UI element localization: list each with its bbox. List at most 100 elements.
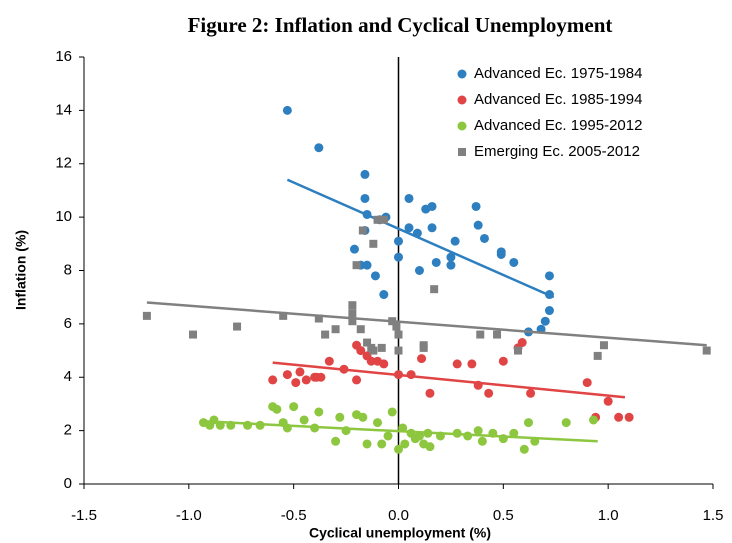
point [561, 418, 571, 428]
y-tick-label: 0 [64, 475, 72, 492]
y-tick-label: 2 [64, 422, 72, 439]
point [496, 249, 506, 259]
point [379, 290, 389, 300]
point [427, 223, 437, 233]
y-tick-label: 16 [55, 48, 72, 65]
point [379, 359, 389, 369]
point [414, 431, 424, 441]
point [356, 346, 366, 356]
point [493, 330, 502, 339]
point [417, 354, 427, 364]
x-tick-label: -1.5 [71, 507, 97, 524]
y-tick-label: 12 [55, 155, 72, 172]
point [352, 261, 361, 270]
point [312, 372, 322, 382]
point [352, 375, 362, 385]
point [446, 260, 456, 270]
point [358, 226, 367, 235]
y-axis-label: Inflation (%) [13, 230, 29, 310]
point [291, 378, 301, 388]
point [379, 215, 388, 224]
point [282, 105, 292, 115]
y-tick-label: 4 [64, 368, 72, 385]
point [702, 346, 711, 355]
point [392, 322, 401, 331]
point [189, 330, 198, 339]
trend-line [272, 361, 626, 399]
point [360, 193, 370, 203]
point [373, 418, 383, 428]
point [479, 233, 489, 243]
legend-marker [457, 121, 467, 131]
point [540, 316, 550, 326]
point [272, 404, 282, 414]
point [324, 356, 334, 366]
point [349, 244, 359, 254]
point [544, 271, 554, 281]
point [363, 338, 372, 347]
point [477, 436, 487, 446]
point [476, 330, 485, 339]
point [282, 370, 292, 380]
point [624, 412, 634, 422]
chart-title: Figure 2: Inflation and Cyclical Unemplo… [188, 13, 613, 37]
trend-line [146, 301, 707, 347]
point [471, 201, 481, 211]
point [314, 314, 323, 323]
point [366, 356, 376, 366]
point [348, 301, 357, 310]
point [362, 439, 372, 449]
point [387, 407, 397, 417]
legend-label: Advanced Ec. 1975-1984 [474, 65, 642, 82]
point [588, 415, 598, 425]
legend-label: Advanced Ec. 1985-1994 [474, 91, 642, 108]
point [289, 402, 299, 412]
point [356, 325, 365, 334]
point [400, 439, 410, 449]
point [373, 215, 382, 224]
x-tick-label: -1.0 [176, 507, 202, 524]
point [425, 388, 435, 398]
point [467, 359, 477, 369]
point [321, 330, 330, 339]
point [369, 346, 378, 355]
point [498, 356, 508, 366]
point [331, 436, 341, 446]
x-tick-label: -0.5 [281, 507, 307, 524]
point [362, 260, 372, 270]
point [473, 220, 483, 230]
point [446, 252, 456, 262]
y-tick-label: 8 [64, 261, 72, 278]
point [421, 204, 431, 214]
point [314, 143, 324, 153]
point [394, 236, 403, 246]
point [299, 415, 309, 425]
y-tick-label: 14 [55, 101, 72, 118]
point [314, 407, 324, 417]
point [394, 444, 403, 454]
point [599, 341, 608, 350]
point [593, 351, 602, 360]
point [233, 322, 242, 331]
point [377, 439, 387, 449]
point [419, 343, 428, 352]
point [452, 359, 462, 369]
legend-marker [457, 69, 467, 79]
trend-line [203, 420, 598, 443]
point [370, 271, 380, 281]
point [360, 169, 370, 179]
x-tick-label: 0.0 [388, 507, 409, 524]
y-tick-label: 6 [64, 315, 72, 332]
x-tick-label: 1.5 [703, 507, 724, 524]
point [394, 330, 403, 339]
point [414, 266, 424, 275]
point [514, 346, 523, 355]
point [369, 239, 378, 248]
point [509, 428, 519, 438]
point [394, 346, 403, 355]
point [358, 412, 368, 422]
point [431, 257, 441, 267]
legend-marker [457, 95, 467, 105]
point [394, 252, 403, 262]
